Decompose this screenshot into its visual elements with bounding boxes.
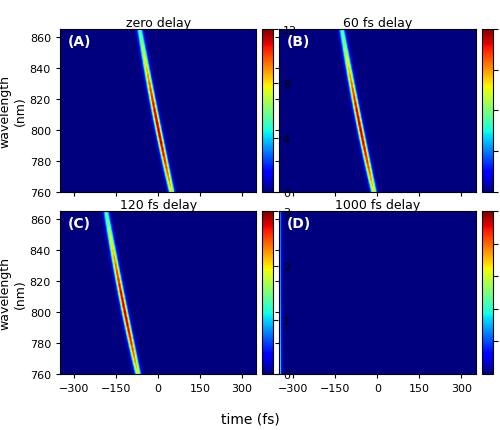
Title: zero delay: zero delay: [126, 17, 190, 30]
Title: 1000 fs delay: 1000 fs delay: [335, 199, 420, 212]
Y-axis label: wavelength
(nm): wavelength (nm): [0, 75, 27, 147]
Text: (D): (D): [287, 217, 312, 230]
Y-axis label: wavelength
(nm): wavelength (nm): [0, 257, 27, 329]
Title: 60 fs delay: 60 fs delay: [343, 17, 412, 30]
Text: (A): (A): [68, 35, 92, 49]
Text: time (fs): time (fs): [220, 412, 280, 426]
Text: (B): (B): [287, 35, 310, 49]
Title: 120 fs delay: 120 fs delay: [120, 199, 196, 212]
Text: (C): (C): [68, 217, 91, 230]
